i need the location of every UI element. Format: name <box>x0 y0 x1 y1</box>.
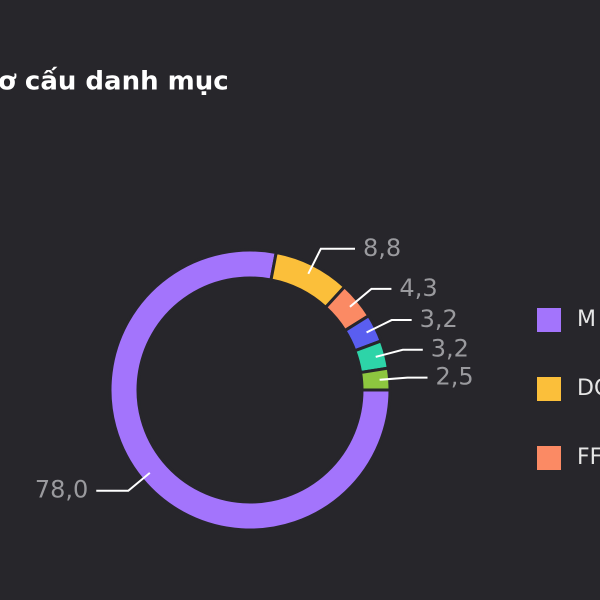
leader-line <box>96 472 151 492</box>
leader-line <box>349 287 392 308</box>
leader-line <box>366 319 412 334</box>
data-label: 3,2 <box>420 305 458 333</box>
legend-marker <box>537 308 561 332</box>
legend-label: M <box>577 307 596 332</box>
data-label: 2,5 <box>436 363 474 391</box>
leader-line <box>379 376 428 381</box>
legend-marker <box>537 446 561 470</box>
leader-line <box>375 348 423 358</box>
legend-label: FF <box>577 445 600 470</box>
data-label: 78,0 <box>35 476 88 504</box>
data-label: 3,2 <box>431 335 469 363</box>
data-label: 8,8 <box>363 234 401 262</box>
legend-marker <box>537 377 561 401</box>
donut-segment <box>358 366 392 392</box>
chart-title: ơ cấu danh mục <box>0 66 229 97</box>
leader-line <box>307 247 355 275</box>
data-label: 4,3 <box>399 274 437 302</box>
donut-segment <box>108 248 392 532</box>
legend-label: DC <box>577 376 600 401</box>
